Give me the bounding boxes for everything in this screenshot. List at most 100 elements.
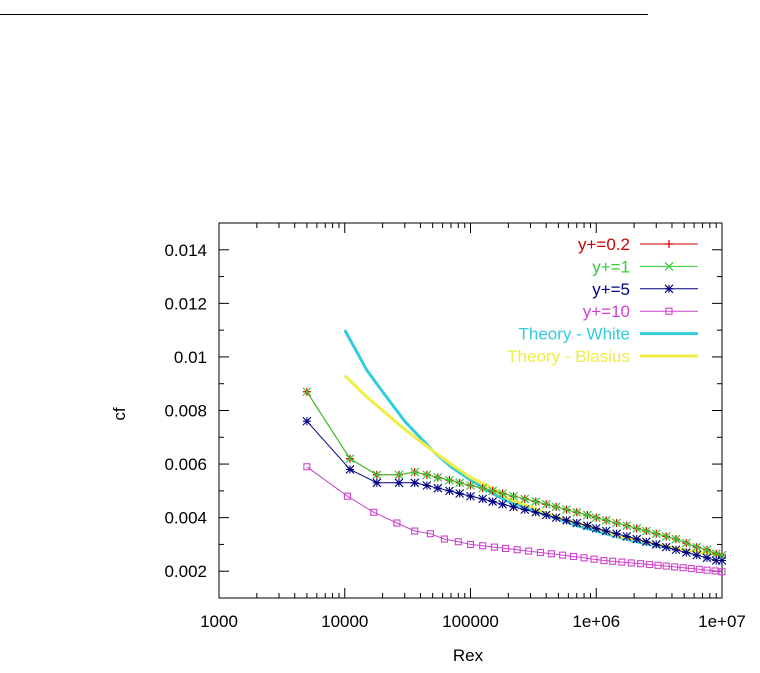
- data-point: [502, 544, 510, 552]
- data-point: [622, 521, 632, 531]
- legend-label: y+=1: [592, 257, 630, 276]
- data-point: [422, 481, 432, 490]
- data-point: [645, 560, 654, 569]
- x-tick-label: 1e+07: [698, 612, 746, 631]
- data-point: [466, 491, 475, 501]
- data-point: [572, 518, 582, 528]
- data-point: [692, 542, 702, 552]
- data-point: [671, 563, 679, 571]
- data-point: [513, 546, 521, 554]
- legend-entry: y+=5: [592, 280, 698, 299]
- data-point: [702, 553, 712, 563]
- data-point: [632, 534, 642, 544]
- data-point: [718, 568, 726, 576]
- data-point: [394, 470, 404, 480]
- legend-entry: Theory - Blasius: [507, 347, 698, 366]
- data-point: [410, 478, 420, 488]
- data-point: [536, 548, 545, 557]
- data-point: [717, 556, 727, 565]
- series-line: [306, 420, 722, 561]
- x-axis: 1000 10000 100000 1e+06 1e+07: [200, 223, 746, 631]
- data-point: [582, 510, 592, 520]
- series-line: [306, 466, 723, 573]
- data-point: [411, 527, 419, 535]
- series-y-1: [302, 387, 727, 560]
- legend-marker: [664, 284, 674, 294]
- data-point: [393, 519, 401, 527]
- data-point: [498, 489, 508, 498]
- data-point: [466, 481, 475, 490]
- data-point: [445, 475, 454, 485]
- x-tick-label: 10000: [321, 612, 368, 631]
- data-point: [636, 560, 645, 568]
- data-point: [343, 492, 351, 500]
- data-point: [488, 497, 498, 506]
- data-point: [695, 565, 703, 573]
- x-tick-label: 1000: [200, 612, 238, 631]
- data-point: [541, 510, 551, 520]
- data-point: [661, 542, 671, 552]
- legend-marker: [665, 307, 673, 315]
- data-point: [445, 486, 454, 496]
- data-point: [478, 483, 488, 493]
- data-point: [711, 556, 721, 565]
- data-point: [488, 486, 498, 496]
- y-tick-label: 0.002: [164, 562, 207, 581]
- data-point: [303, 463, 311, 471]
- data-point: [600, 556, 608, 565]
- series-layer: [302, 329, 727, 576]
- data-point: [703, 566, 711, 574]
- data-point: [440, 535, 448, 543]
- data-point: [612, 518, 621, 528]
- data-point: [478, 494, 488, 504]
- y-axis: 0.002 0.004 0.006 0.008 0.01 0.012 0.014: [164, 222, 722, 599]
- y-tick-label: 0.01: [174, 348, 207, 367]
- legend-entry: y+=0.2: [578, 235, 698, 254]
- data-point: [410, 467, 420, 477]
- data-point: [601, 515, 611, 525]
- data-point: [609, 557, 617, 565]
- y-axis-title: cf: [110, 407, 129, 421]
- data-point: [662, 562, 670, 570]
- legend-entry: y+=10: [583, 302, 698, 321]
- data-point: [426, 530, 434, 538]
- data-point: [582, 521, 592, 531]
- data-point: [520, 494, 530, 504]
- data-point: [479, 542, 487, 550]
- data-point: [671, 545, 681, 555]
- data-point: [641, 537, 651, 547]
- data-point: [531, 507, 541, 517]
- legend-label: Theory - White: [519, 325, 630, 344]
- data-point: [433, 473, 443, 482]
- data-point: [651, 540, 661, 549]
- data-point: [372, 478, 382, 488]
- data-point: [711, 567, 719, 575]
- data-point: [601, 526, 611, 536]
- data-point: [520, 505, 530, 514]
- data-point: [632, 523, 642, 533]
- data-point: [466, 540, 475, 548]
- y-tick-label: 0.006: [164, 455, 207, 474]
- data-point: [590, 555, 598, 563]
- legend-label: y+=0.2: [578, 235, 630, 254]
- data-point: [654, 561, 662, 569]
- series-y-10: [303, 463, 726, 576]
- data-point: [702, 545, 712, 555]
- data-point: [422, 470, 432, 480]
- data-point: [692, 550, 702, 560]
- data-point: [687, 564, 695, 573]
- data-point: [627, 559, 635, 567]
- y-tick-label: 0.008: [164, 402, 207, 421]
- top-rule: [0, 14, 648, 15]
- data-point: [618, 558, 626, 566]
- data-point: [681, 538, 691, 548]
- data-point: [345, 465, 355, 474]
- data-point: [562, 505, 571, 515]
- legend: y+=0.2 y+=1 y+=5 y+=10 Theory - White Theory …: [507, 235, 698, 366]
- legend-marker: [664, 261, 674, 271]
- data-point: [525, 547, 533, 555]
- data-point: [551, 502, 561, 512]
- data-point: [641, 526, 651, 536]
- legend-entry: Theory - White: [519, 325, 698, 344]
